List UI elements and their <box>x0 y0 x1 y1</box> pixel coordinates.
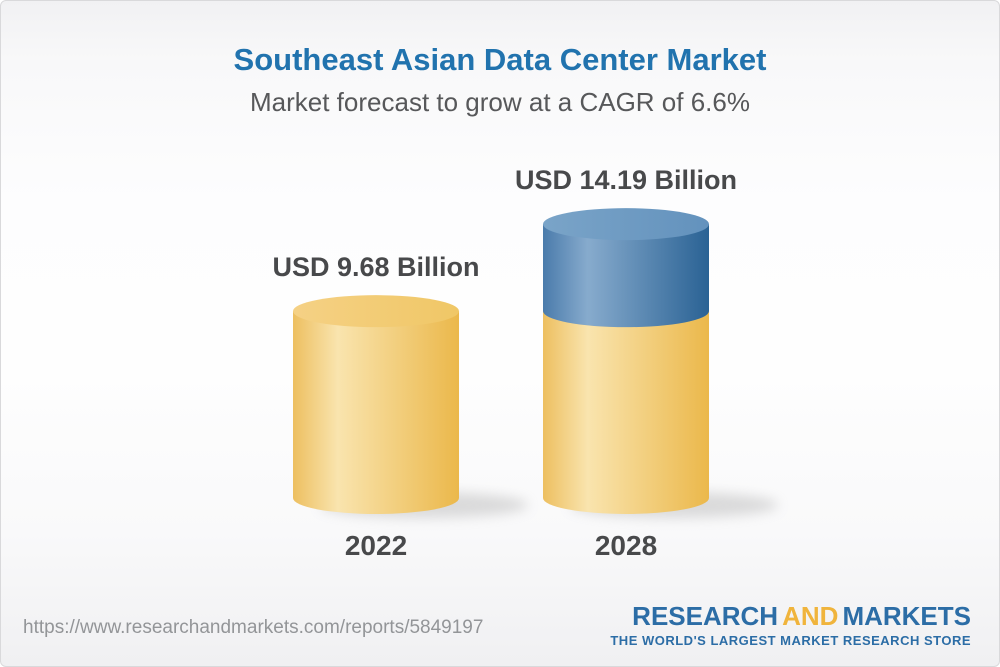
category-label-2022: 2022 <box>344 530 408 561</box>
cylinder-segment-top-2028 <box>543 295 709 328</box>
report-url[interactable]: https://www.researchandmarkets.com/repor… <box>23 617 484 638</box>
logo-tagline: THE WORLD'S LARGEST MARKET RESEARCH STOR… <box>610 633 971 648</box>
logo-word-markets: MARKETS <box>842 601 971 631</box>
cylinder-segment-top-2022 <box>293 295 459 328</box>
value-label-2028: USD 14.19 Billion <box>514 165 738 196</box>
logo-word-research: RESEARCH <box>632 601 779 631</box>
category-label-2028: 2028 <box>594 530 658 561</box>
cylinder-segment-body-2028 <box>543 311 709 514</box>
value-label-2022: USD 9.68 Billion <box>272 252 480 283</box>
logo-wordmark: RESEARCH AND MARKETS <box>610 603 971 629</box>
chart-subtitle: Market forecast to grow at a CAGR of 6.6… <box>250 87 750 117</box>
bar-shadow <box>570 492 778 518</box>
research-and-markets-logo: RESEARCH AND MARKETS THE WORLD'S LARGEST M… <box>610 603 971 647</box>
cylinder-segment-body-2028 <box>543 224 709 328</box>
cylinder-segment-top-2028 <box>543 208 709 241</box>
chart-title: Southeast Asian Data Center Market <box>233 42 767 77</box>
logo-word-and: AND <box>782 601 839 631</box>
bar-shadow <box>320 492 528 518</box>
cylinder-segment-body-2022 <box>293 311 459 514</box>
